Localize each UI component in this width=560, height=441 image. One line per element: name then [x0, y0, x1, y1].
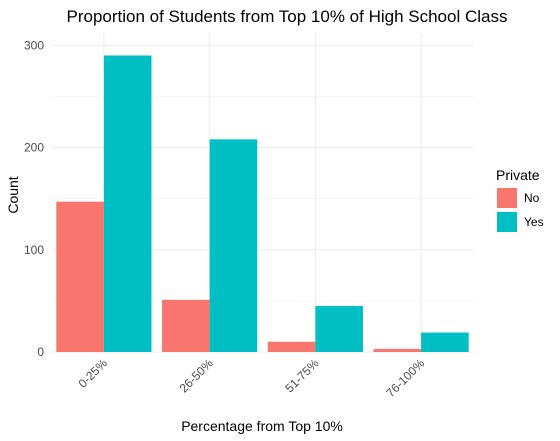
x-tick-label: 26-50%: [177, 356, 216, 395]
legend-swatch-no: [497, 188, 517, 208]
bars: [56, 55, 469, 352]
legend-title: Private: [496, 167, 540, 183]
bar-no-51-75: [267, 341, 316, 352]
y-tick-label: 100: [24, 243, 44, 257]
bar-no-0-25: [56, 201, 104, 352]
legend-items: No Yes: [497, 188, 544, 232]
y-axis-title: Count: [5, 176, 21, 213]
legend: Private No Yes: [496, 167, 544, 232]
bar-no-76-100: [373, 348, 422, 352]
y-tick-label: 300: [24, 38, 44, 52]
y-axis-ticks: 0 100 200 300: [24, 38, 44, 359]
legend-label-no: No: [524, 191, 540, 205]
y-tick-label: 200: [24, 141, 44, 155]
bar-yes-76-100: [421, 332, 469, 352]
bar-yes-51-75: [315, 305, 363, 352]
legend-label-yes: Yes: [524, 215, 544, 229]
legend-swatch-yes: [497, 212, 517, 232]
x-tick-label: 0-25%: [76, 356, 111, 391]
chart-title: Proportion of Students from Top 10% of H…: [67, 7, 508, 26]
bar-yes-26-50: [209, 139, 258, 352]
y-tick-label: 0: [37, 345, 44, 359]
x-axis-ticks: 0-25% 26-50% 51-75% 76-100%: [76, 356, 428, 400]
bar-no-26-50: [162, 299, 210, 352]
x-tick-label: 51-75%: [282, 356, 321, 395]
bar-yes-0-25: [103, 55, 152, 352]
x-axis-title: Percentage from Top 10%: [181, 418, 343, 434]
x-tick-label: 76-100%: [383, 356, 427, 400]
